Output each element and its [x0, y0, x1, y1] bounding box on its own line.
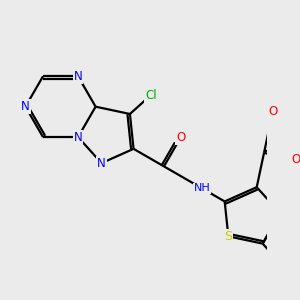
- Text: N: N: [74, 70, 82, 83]
- Text: N: N: [21, 100, 30, 113]
- Text: S: S: [224, 230, 232, 243]
- Text: N: N: [97, 157, 106, 169]
- Text: O: O: [292, 153, 300, 166]
- Text: O: O: [268, 105, 278, 118]
- Text: NH: NH: [194, 184, 211, 194]
- Text: N: N: [74, 130, 82, 144]
- Text: Cl: Cl: [145, 89, 157, 102]
- Text: O: O: [176, 131, 185, 144]
